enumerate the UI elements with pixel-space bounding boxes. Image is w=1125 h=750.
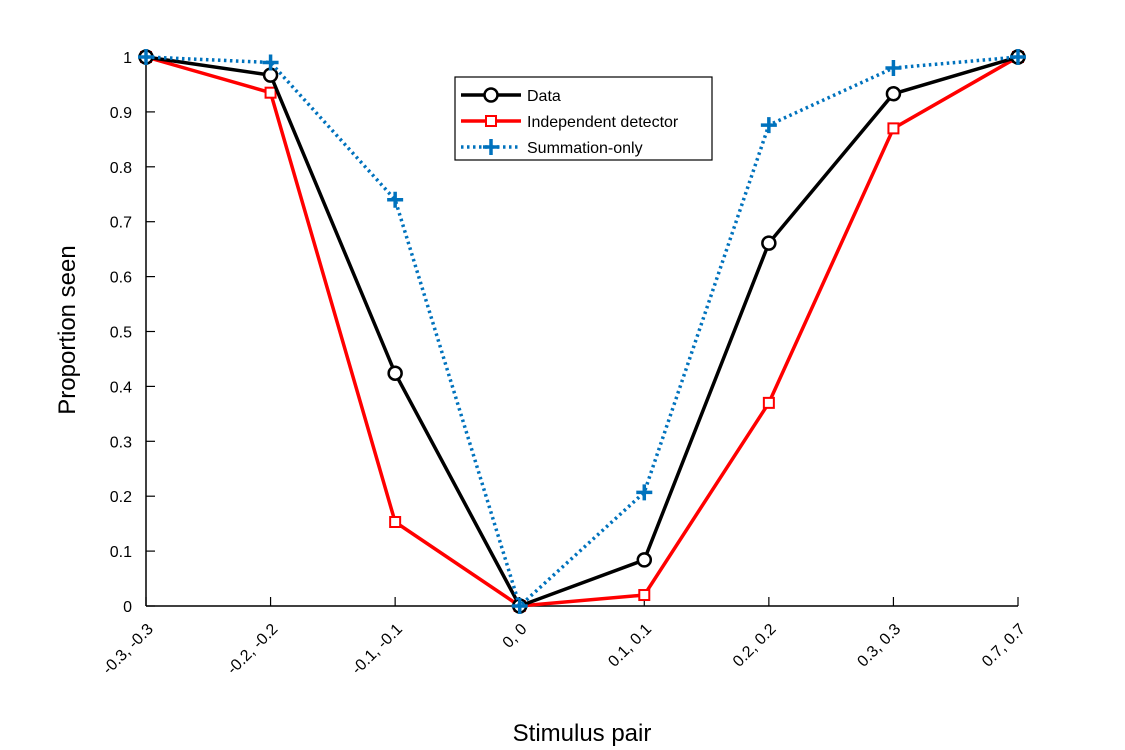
legend-marker-data [483,87,499,103]
legend-label-data: Data [527,88,561,105]
data-point [387,191,404,208]
y-tick-label: 0.6 [110,270,132,287]
data-point [885,59,902,76]
y-tick-label: 0 [123,599,132,616]
data-point [762,396,775,409]
y-tick-label: 0.7 [110,215,132,232]
data-point [636,484,653,501]
legend-label-summation-only: Summation-only [527,140,643,157]
series-line [145,55,1019,610]
data-point [1010,49,1026,65]
legend-marker-summation-only [483,139,499,155]
legend: Data Independent detector Summation-only [454,76,713,161]
x-tick-label: 0.2, 0.2 [730,621,780,671]
data-point [636,552,653,568]
data-point [387,365,403,381]
data-point [761,235,777,251]
series-summation-only [138,49,1026,614]
data-point [760,117,777,134]
data-point [887,122,900,135]
y-tick-label: 0.5 [110,325,132,342]
y-tick-label: 0.4 [110,379,132,396]
series-line [145,55,1019,609]
y-tick-label: 0.9 [110,105,132,122]
x-tick-label: -0.2, -0.2 [224,621,281,678]
data-point [638,589,651,602]
x-tick-label: 0.1, 0.1 [605,621,655,671]
y-tick-label: 0.3 [110,434,132,451]
y-tick-label: 0.8 [110,160,132,177]
y-axis-title: Proportion seen [54,245,81,414]
data-point [389,516,402,529]
y-tick-label: 1 [123,50,132,67]
data-point [138,49,154,65]
x-axis-title: Stimulus pair [513,720,652,747]
series-layer [138,49,1026,614]
x-tick-label: 0.7, 0.7 [979,621,1029,671]
data-point [262,67,279,83]
y-tick-label: 0.2 [110,489,132,506]
legend-marker-independent-detector [485,115,497,127]
data-point [885,86,902,102]
y-tick-label: 0.1 [110,544,132,561]
x-tick-label: 0.3, 0.3 [854,621,904,671]
series-line [145,55,1019,608]
legend-label-independent-detector: Independent detector [527,114,679,131]
data-point [511,598,528,614]
data-point [262,54,279,71]
data-point [264,86,277,99]
x-tick-label: -0.3, -0.3 [100,621,157,678]
x-tick-label: -0.1, -0.1 [349,621,406,678]
x-tick-label: 0, 0 [500,621,531,652]
